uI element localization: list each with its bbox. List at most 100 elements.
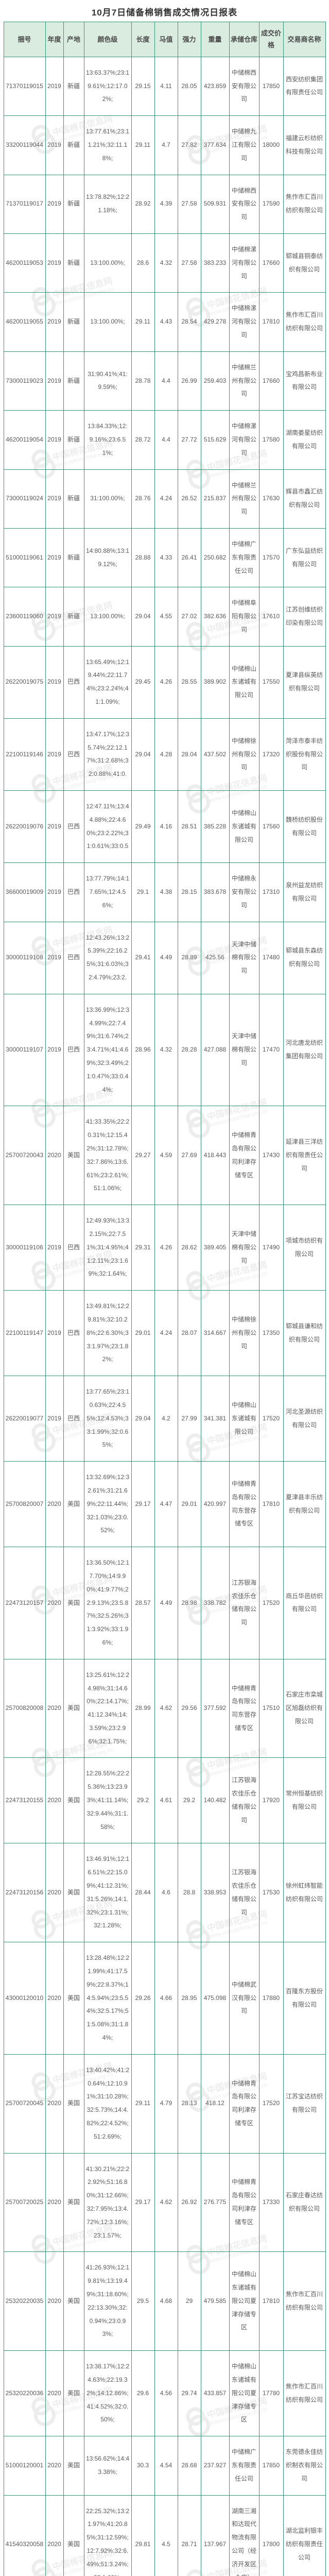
- table-header-row: 捆号 年度 产地 颜色级 长度 马值 强力 重量 承储仓库 成交价格 交易商名称: [3, 22, 326, 57]
- table-cell: 46200119054: [3, 410, 46, 470]
- table-row: 46200119053 2019 新疆 13:100.00%; 28.6 4.32 27.5…: [3, 233, 326, 293]
- table-cell: 29.74: [177, 2350, 201, 2437]
- table-cell: 中储棉山东诸城有限公司: [229, 1376, 259, 1462]
- table-cell: 13:36.99%;12:34.99%;22:7.49%;31:6.74%;23…: [83, 993, 132, 1107]
- table-cell: 13:36.50%;12:17.70%;14:9.90%;41:9.77%;22…: [83, 1547, 132, 1659]
- table-cell: 2019: [45, 1290, 64, 1377]
- table-cell: 江苏宝达纺织有限公司: [283, 2054, 326, 2154]
- table-cell: 29.11: [131, 2054, 155, 2154]
- table-cell: 郓城县谦和纺织有限公司: [283, 1290, 326, 1377]
- table-cell: 4.32: [154, 993, 178, 1107]
- table-cell: 中储棉漯河有限公司: [229, 292, 259, 352]
- table-cell: 2019: [45, 1205, 64, 1291]
- table-cell: 2019: [45, 174, 64, 234]
- table-cell: 276.775: [200, 2153, 230, 2252]
- table-cell: 418.443: [200, 1106, 230, 1206]
- table-cell: 28.62: [177, 1205, 201, 1291]
- table-cell: 13:78.82%;12:21.18%;: [83, 174, 132, 234]
- table-cell: 河北唐龙纺织集团有限公司: [283, 993, 326, 1107]
- table-row: 25700820008 2020 美国 13:25.61%;12:24.98%;31:…: [3, 1658, 326, 1758]
- table-cell: 28.88: [131, 528, 155, 588]
- table-cell: 夏津县丰乐纺织有限公司: [283, 1461, 326, 1548]
- table-cell: 焦作市汇百川纺织有限公司: [283, 292, 326, 352]
- table-cell: 29.04: [131, 1376, 155, 1462]
- table-cell: 泉州益龙纺织有限公司: [283, 862, 326, 922]
- column-header: 承储仓库: [229, 22, 259, 57]
- table-cell: 中储棉山东诸城有限公司: [229, 646, 259, 719]
- table-cell: 2020: [45, 2350, 64, 2437]
- table-cell: 26220019075: [3, 646, 46, 719]
- table-cell: 中储棉兰州有限公司: [229, 351, 259, 411]
- table-cell: 湖北监利银丰纺织有限责任公司: [283, 2495, 326, 2576]
- table-cell: 28.89: [177, 921, 201, 994]
- table-cell: 新疆: [63, 351, 84, 411]
- table-cell: 2020: [45, 1106, 64, 1206]
- table-cell: 2019: [45, 1376, 64, 1462]
- table-cell: 广东弘益纺织有限公司: [283, 528, 326, 588]
- table-cell: 26.99: [177, 351, 201, 411]
- table-cell: 中储棉九江有限公司: [229, 115, 259, 175]
- table-cell: 17590: [258, 174, 284, 234]
- table-cell: 美国: [63, 2495, 84, 2576]
- table-cell: 2019: [45, 56, 64, 116]
- table-cell: 郓城县东森纺织有限公司: [283, 921, 326, 994]
- table-cell: 美国: [63, 2054, 84, 2154]
- table-cell: 4.33: [154, 528, 178, 588]
- table-cell: 13:28.48%;12:21.99%;41:17.59%;22:8.37%;1…: [83, 1942, 132, 2055]
- table-cell: 中储棉徐州有限公司: [229, 1290, 259, 1377]
- table-row: 26220019076 2019 巴西 12:47.11%;13:44.88%;22:…: [3, 790, 326, 863]
- table-cell: 41:30.21%;22:22.92%;51:16.80%;31:12.66%;…: [83, 2153, 132, 2252]
- table-cell: 25320220035: [3, 2251, 46, 2351]
- table-cell: 29.11: [131, 292, 155, 352]
- table-cell: 中储棉青岛有限公司利津存储专区: [229, 1106, 259, 1206]
- table-cell: 515.629: [200, 410, 230, 470]
- table-cell: 29.01: [131, 1290, 155, 1377]
- table-cell: 13:25.61%;12:24.98%;31:14.60%;22:14.17%;…: [83, 1658, 132, 1758]
- table-cell: 中储棉山东诸城有限公司夏津存储专区: [229, 2350, 259, 2437]
- table-cell: 27.72: [177, 410, 201, 470]
- table-cell: 中储棉兰州有限公司: [229, 469, 259, 529]
- table-cell: 百隆东方股份有限公司: [283, 1942, 326, 2055]
- table-cell: 2020: [45, 1547, 64, 1659]
- table-cell: 中储棉西安有限公司: [229, 174, 259, 234]
- table-cell: 28.71: [177, 2495, 201, 2576]
- table-cell: 中储棉武汉有限公司: [229, 1942, 259, 2055]
- column-header: 交易商名称: [283, 22, 326, 57]
- table-cell: 2019: [45, 351, 64, 411]
- table-cell: 73000119023: [3, 351, 46, 411]
- table-cell: 中储棉漯河有限公司: [229, 233, 259, 293]
- table-cell: 28.99: [131, 1658, 155, 1758]
- table-cell: 29.17: [131, 2153, 155, 2252]
- table-cell: 17920: [258, 1757, 284, 1844]
- table-cell: 天津中储棉有限公司: [229, 993, 259, 1107]
- column-header: 年度: [45, 22, 64, 57]
- table-cell: 4.49: [154, 1547, 178, 1659]
- table-cell: 31:100.00%;: [83, 469, 132, 529]
- table-cell: 26220019077: [3, 1376, 46, 1462]
- table-cell: 13:100.00%;: [83, 233, 132, 293]
- table-cell: 新疆: [63, 56, 84, 116]
- table-cell: 29.04: [131, 718, 155, 791]
- table-cell: 17310: [258, 862, 284, 922]
- table-cell: 383.233: [200, 233, 230, 293]
- table-cell: 25700720043: [3, 1106, 46, 1206]
- table-cell: 22473120155: [3, 1757, 46, 1844]
- table-cell: 30.3: [131, 2436, 155, 2496]
- table-cell: 237.927: [200, 2436, 230, 2496]
- table-cell: 美国: [63, 1843, 84, 1943]
- table-row: 46200119055 2019 新疆 13:100.00%; 29.11 4.43 28.…: [3, 292, 326, 352]
- table-cell: 509.931: [200, 174, 230, 234]
- table-cell: 4.38: [154, 862, 178, 922]
- table-row: 26220019077 2019 巴西 13:77.65%;23:10.63%;22:…: [3, 1376, 326, 1462]
- table-cell: 4.16: [154, 790, 178, 863]
- table-cell: 31:90.41%;41:9.59%;: [83, 351, 132, 411]
- table-cell: 2020: [45, 1942, 64, 2055]
- table-cell: 2019: [45, 993, 64, 1107]
- table-cell: 13:84.33%;12:9.16%;23:6.51%;: [83, 410, 132, 470]
- table-cell: 29: [177, 2251, 201, 2351]
- table-cell: 140.482: [200, 1757, 230, 1844]
- table-cell: 徐州虹纬智能纺织有限公司: [283, 1843, 326, 1943]
- table-cell: 新疆: [63, 469, 84, 529]
- table-cell: 新疆: [63, 292, 84, 352]
